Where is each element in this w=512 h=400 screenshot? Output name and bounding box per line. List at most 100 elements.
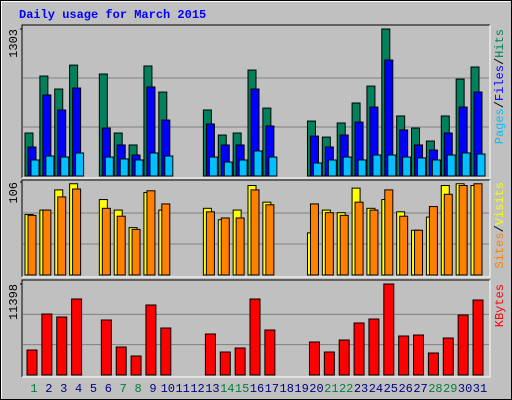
bar (399, 215, 409, 276)
bar (338, 339, 350, 376)
legend-entry: Hits (493, 29, 507, 58)
bar (45, 155, 55, 177)
bar (30, 159, 40, 177)
bar (26, 349, 38, 376)
bar (312, 162, 322, 177)
bar (234, 347, 246, 376)
panel-bevel (22, 180, 491, 278)
bar (146, 190, 156, 276)
bar (41, 313, 53, 376)
x-tick-label: 4 (75, 382, 82, 396)
legend-entry: KBytes (493, 284, 507, 327)
x-tick-label: 28 (428, 382, 442, 396)
bar (431, 159, 441, 177)
bar (402, 156, 412, 177)
x-tick-label: 30 (458, 382, 472, 396)
bar (71, 298, 83, 376)
x-tick-label: 31 (473, 382, 487, 396)
bar (414, 229, 424, 276)
x-tick-label: 29 (443, 382, 457, 396)
chart-title: Daily usage for March 2015 (19, 8, 206, 22)
bar (369, 209, 379, 276)
bar (235, 217, 245, 276)
y-tick-label: 106 (7, 182, 21, 204)
x-tick-label: 9 (149, 382, 156, 396)
bar (131, 228, 141, 276)
bar (104, 156, 114, 177)
x-tick-label: 1 (30, 382, 37, 396)
bar (324, 212, 334, 276)
x-tick-label: 13 (205, 382, 219, 396)
bar (461, 152, 471, 177)
bar (238, 159, 248, 177)
panel-bevel (21, 179, 490, 277)
bar (223, 161, 233, 177)
x-tick-label: 12 (190, 382, 204, 396)
x-tick-label: 27 (413, 382, 427, 396)
bar (27, 214, 37, 276)
bar (458, 185, 468, 276)
bar (368, 318, 380, 376)
legend: Pages/Files/Hits (493, 29, 507, 144)
bar (353, 322, 365, 376)
bar (72, 188, 82, 276)
legend-separator: / (493, 58, 507, 65)
bar (268, 156, 278, 177)
x-tick-label: 11 (175, 382, 189, 396)
bar (457, 314, 469, 376)
bar (384, 189, 394, 276)
bar (339, 214, 349, 276)
x-tick-label: 26 (398, 382, 412, 396)
bar (149, 152, 159, 177)
legend-separator: / (493, 101, 507, 108)
bar (56, 316, 68, 376)
bar (357, 159, 367, 177)
bar (101, 207, 111, 276)
bar (130, 355, 142, 376)
bar (264, 329, 276, 376)
x-tick-label: 22 (339, 382, 353, 396)
x-tick-label: 15 (235, 382, 249, 396)
panel-bevel (21, 279, 490, 377)
bar (115, 346, 127, 376)
bar (309, 203, 319, 276)
bar (60, 156, 70, 177)
x-tick-label: 19 (294, 382, 308, 396)
panel-bevel (22, 280, 491, 378)
bar (427, 352, 439, 376)
bar (327, 159, 337, 177)
legend-separator: / (493, 225, 507, 232)
bar (75, 152, 85, 177)
legend: Sites/Visits (493, 182, 507, 268)
bar (205, 211, 215, 276)
x-tick-label: 5 (90, 382, 97, 396)
bar (42, 209, 52, 276)
bar (428, 206, 438, 276)
bar (443, 193, 453, 276)
bar (100, 319, 112, 376)
legend-entry: Sites (493, 232, 507, 268)
bar (160, 327, 172, 376)
x-tick-label: 16 (250, 382, 264, 396)
panel-bevel (21, 24, 490, 178)
bar (204, 333, 216, 376)
legend-entry: Pages (493, 108, 507, 144)
bar (161, 203, 171, 276)
bar (265, 204, 275, 276)
x-tick-label: 24 (369, 382, 383, 396)
x-tick-label: 21 (324, 382, 338, 396)
bar (413, 334, 425, 376)
bar (119, 158, 129, 177)
bar (342, 156, 352, 177)
bar (57, 196, 67, 276)
x-tick-label: 3 (60, 382, 67, 396)
bar (473, 183, 483, 276)
bar (387, 154, 397, 177)
x-tick-label: 18 (280, 382, 294, 396)
bar (372, 154, 382, 177)
bar (134, 159, 144, 177)
y-tick-label: 11398 (7, 284, 21, 320)
x-tick-label: 17 (265, 382, 279, 396)
